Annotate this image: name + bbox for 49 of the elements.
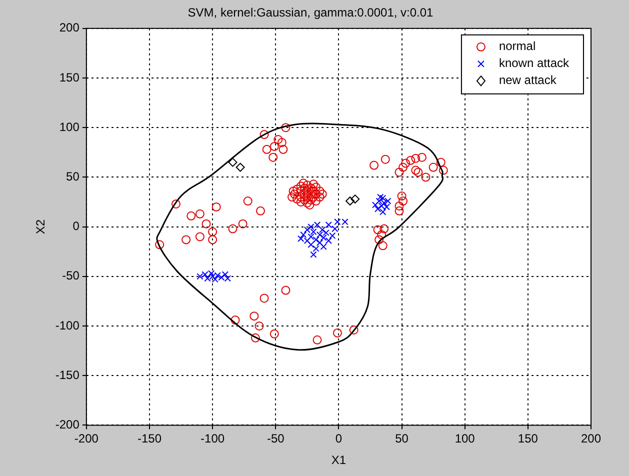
- point: [228, 158, 238, 167]
- x-tick-label: 150: [518, 432, 538, 446]
- point: [325, 237, 332, 244]
- point: [196, 273, 204, 280]
- point: [209, 273, 216, 280]
- x-tick-label: -50: [266, 432, 285, 446]
- y-tick-label: 200: [59, 20, 80, 35]
- point: [202, 271, 208, 278]
- legend-label: normal: [498, 39, 536, 54]
- point: [236, 162, 245, 172]
- point: [222, 271, 229, 278]
- point: [342, 218, 348, 226]
- point: [350, 194, 360, 204]
- point: [208, 270, 215, 277]
- y-tick-label: -150: [55, 368, 80, 382]
- point: [377, 194, 384, 200]
- point: [320, 243, 327, 250]
- y-tick-label: -200: [55, 418, 80, 432]
- point: [204, 275, 211, 282]
- point: [224, 275, 232, 282]
- x-tick-label: -100: [200, 432, 225, 446]
- chart-title: SVM, kernel:Gaussian, gamma:0.0001, v:0.01: [188, 6, 434, 20]
- y-tick-label: -100: [55, 318, 80, 332]
- point: [212, 276, 218, 283]
- y-tick-label: 150: [59, 70, 80, 84]
- point: [300, 231, 307, 238]
- x-tick-label: 200: [580, 432, 602, 446]
- point: [304, 226, 310, 234]
- y-tick-label: -50: [62, 268, 80, 283]
- y-tick-label: 0: [72, 219, 80, 234]
- y-axis-title: X2: [34, 219, 48, 234]
- point: [325, 221, 332, 228]
- x-tick-label: 100: [454, 432, 476, 446]
- point: [314, 221, 321, 228]
- y-tick-label: 100: [59, 120, 80, 134]
- point: [214, 272, 221, 279]
- point: [298, 235, 304, 242]
- x-tick-label: 0: [335, 432, 342, 446]
- legend-label: new attack: [498, 73, 558, 88]
- x-axis-title: X1: [331, 453, 346, 468]
- point: [346, 196, 355, 206]
- point: [312, 236, 320, 244]
- point: [304, 237, 310, 244]
- y-tick-label: 50: [66, 170, 80, 184]
- x-tick-label: -150: [137, 432, 162, 446]
- legend-label: known attack: [498, 56, 570, 70]
- point: [372, 202, 379, 208]
- x-tick-label: 50: [395, 432, 409, 446]
- point: [218, 274, 225, 281]
